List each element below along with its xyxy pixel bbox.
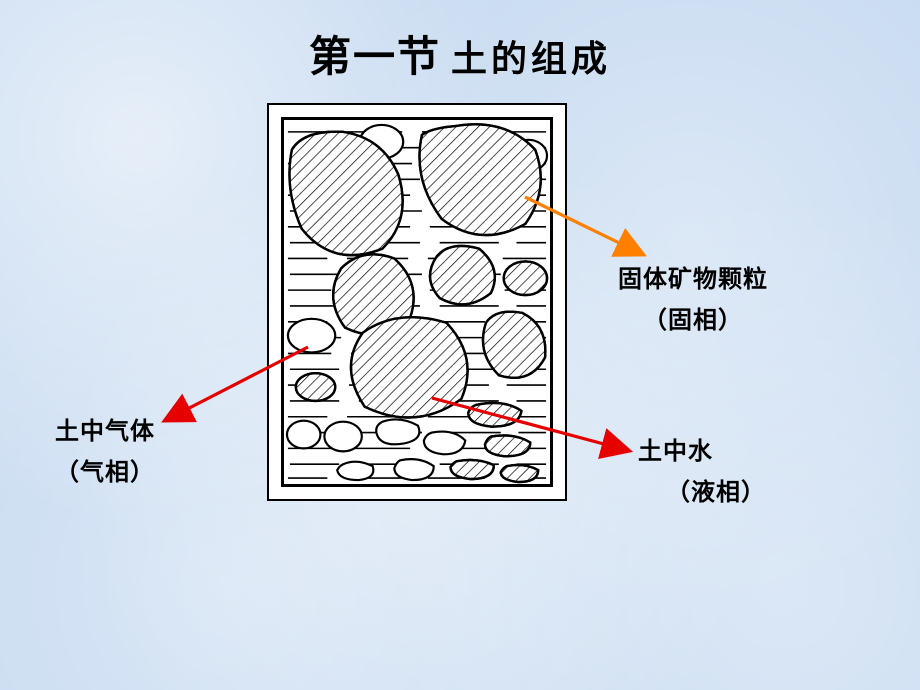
soil-diagram-inner	[281, 117, 553, 487]
label-gas-line2: （气相）	[55, 453, 155, 494]
slide-title: 第一节 土的组成	[0, 23, 920, 84]
label-water-line2: （液相）	[638, 473, 766, 514]
title-subject: 土的组成	[451, 39, 611, 79]
label-solid-line2: （固相）	[618, 301, 768, 342]
label-gas: 土中气体 （气相）	[55, 412, 155, 494]
label-gas-line1: 土中气体	[55, 412, 155, 453]
label-solid: 固体矿物颗粒 （固相）	[618, 260, 768, 342]
title-section: 第一节	[309, 35, 441, 81]
slide: 第一节 土的组成	[0, 0, 920, 690]
label-water-line1: 土中水	[638, 432, 766, 473]
soil-diagram	[267, 103, 567, 501]
label-solid-line1: 固体矿物颗粒	[618, 260, 768, 301]
label-water: 土中水 （液相）	[638, 432, 766, 514]
